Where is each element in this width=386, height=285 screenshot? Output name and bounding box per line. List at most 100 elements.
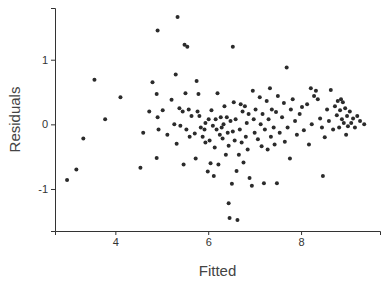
- point: [183, 91, 187, 95]
- point: [232, 100, 236, 104]
- tick: -1: [38, 183, 55, 195]
- point: [345, 114, 349, 118]
- point: [238, 128, 242, 132]
- point: [141, 131, 145, 135]
- point: [175, 142, 179, 146]
- point: [298, 112, 302, 116]
- point: [226, 131, 230, 135]
- point: [248, 176, 252, 180]
- point: [251, 89, 255, 93]
- point: [216, 91, 220, 95]
- point: [321, 174, 325, 178]
- point: [318, 117, 322, 121]
- point: [353, 126, 357, 130]
- tick-label: 4: [113, 236, 119, 248]
- point: [203, 140, 207, 144]
- y-axis-title: Residuals: [6, 87, 23, 153]
- tick: 8: [299, 231, 305, 248]
- point: [348, 109, 352, 113]
- point: [235, 169, 239, 173]
- point: [193, 131, 197, 135]
- point: [265, 99, 269, 103]
- tick: 4: [113, 231, 119, 248]
- point: [293, 119, 297, 123]
- point: [258, 95, 262, 99]
- point: [231, 45, 235, 49]
- point: [288, 157, 292, 161]
- axis-line: [51, 9, 56, 232]
- tick-label: -1: [38, 183, 48, 195]
- points: [65, 15, 366, 222]
- point: [218, 133, 222, 137]
- point: [211, 124, 215, 128]
- point: [155, 92, 159, 96]
- point: [206, 170, 210, 174]
- point: [224, 153, 228, 157]
- point: [342, 121, 346, 125]
- point: [241, 109, 245, 113]
- point: [333, 104, 337, 108]
- point: [215, 128, 219, 132]
- point: [338, 108, 342, 112]
- point: [320, 126, 324, 130]
- point: [155, 156, 159, 160]
- point: [300, 105, 304, 109]
- tick-mark: [51, 189, 55, 190]
- point: [252, 117, 256, 121]
- point: [156, 115, 160, 119]
- point: [151, 80, 155, 84]
- point: [208, 139, 212, 143]
- point: [157, 128, 161, 132]
- point: [316, 97, 320, 101]
- point: [250, 184, 254, 188]
- point: [267, 117, 271, 121]
- point: [172, 122, 176, 126]
- point: [237, 153, 241, 157]
- point: [227, 201, 231, 205]
- point: [233, 139, 237, 143]
- y-axis: -101: [38, 9, 55, 232]
- point: [103, 117, 107, 121]
- tick-mark: [51, 60, 55, 61]
- point: [229, 119, 233, 123]
- point: [282, 101, 286, 105]
- point: [254, 107, 258, 111]
- point: [240, 140, 244, 144]
- point: [118, 95, 122, 99]
- point: [256, 137, 260, 141]
- point: [337, 126, 341, 130]
- plot-area: 468-101: [38, 9, 380, 248]
- point: [278, 131, 282, 135]
- point: [182, 162, 186, 166]
- point: [285, 65, 289, 69]
- point: [194, 157, 198, 161]
- point: [188, 135, 192, 139]
- point: [181, 109, 185, 113]
- point: [341, 100, 345, 104]
- point: [266, 148, 270, 152]
- point: [231, 129, 235, 133]
- point: [325, 107, 329, 111]
- point: [291, 97, 295, 101]
- tick-label: 1: [42, 54, 48, 66]
- point: [269, 135, 273, 139]
- point: [230, 182, 234, 186]
- point: [165, 133, 169, 137]
- point: [310, 122, 314, 126]
- point: [351, 117, 355, 121]
- point: [197, 114, 201, 118]
- point: [227, 144, 231, 148]
- point: [92, 78, 96, 82]
- point: [228, 216, 232, 220]
- point: [174, 73, 178, 77]
- tick: 1: [42, 54, 55, 66]
- point: [327, 119, 331, 123]
- point: [219, 115, 223, 119]
- point: [185, 45, 189, 49]
- point: [305, 102, 309, 106]
- point: [289, 107, 293, 111]
- point: [259, 122, 263, 126]
- x-axis: 468: [56, 231, 381, 248]
- point: [314, 89, 318, 93]
- point: [184, 128, 188, 132]
